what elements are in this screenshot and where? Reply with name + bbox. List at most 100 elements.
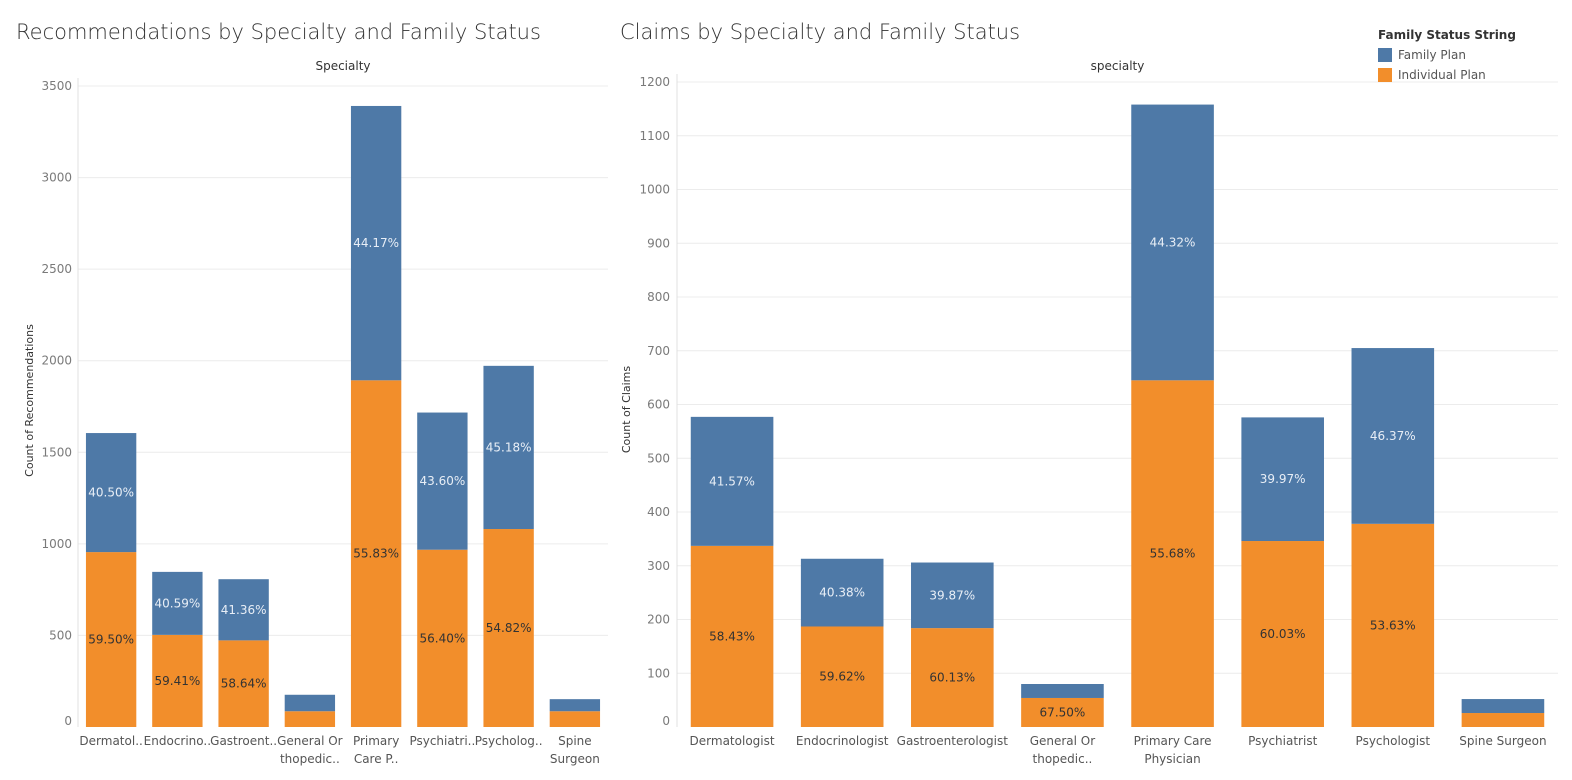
y-axis-title: Count of Claims: [620, 366, 633, 454]
data-label-individual: 58.64%: [221, 677, 267, 691]
x-category-label: Gastroent..: [210, 734, 277, 748]
bar-family-plan: [152, 571, 203, 635]
y-tick-label: 1100: [639, 129, 670, 143]
x-category-label: Primary: [353, 734, 399, 748]
data-label-family: 43.60%: [419, 474, 465, 488]
x-category-label: Dermatologist: [690, 734, 775, 748]
x-category-label: Physician: [1144, 752, 1200, 766]
y-tick-label: 3500: [41, 79, 72, 93]
column-header: Specialty: [315, 59, 370, 73]
x-category-label: Dermatol..: [79, 734, 142, 748]
data-label-family: 40.50%: [88, 486, 134, 500]
bar-individual-plan: [549, 711, 601, 727]
bar-individual-plan: [350, 380, 402, 727]
data-label-family: 39.97%: [1260, 472, 1306, 486]
x-category-label: Endocrino..: [144, 734, 211, 748]
x-category-label: Care P..: [354, 752, 399, 766]
data-label-individual: 60.03%: [1260, 627, 1306, 641]
y-tick-label: 1500: [41, 445, 72, 459]
bar-individual-plan: [1351, 523, 1435, 727]
data-label-individual: 59.62%: [819, 670, 865, 684]
x-category-label: General Or: [1030, 734, 1096, 748]
bar-family-plan: [218, 579, 269, 641]
bar-family-plan: [911, 562, 994, 629]
x-category-label: Psychologist: [1356, 734, 1431, 748]
bar-individual-plan: [1461, 713, 1545, 727]
y-tick-label: 300: [647, 559, 670, 573]
bar-family-plan: [483, 365, 534, 530]
bar-family-plan: [1461, 699, 1545, 714]
bar-family-plan: [690, 416, 774, 546]
bar-individual-plan: [85, 552, 137, 727]
y-tick-label: 200: [647, 613, 670, 627]
legend-label-individual-plan: Individual Plan: [1398, 68, 1486, 82]
x-category-label: Psycholog..: [475, 734, 543, 748]
y-tick-label: 500: [49, 628, 72, 642]
bar-individual-plan: [218, 640, 269, 727]
bar-family-plan: [350, 105, 402, 381]
x-category-label: Psychiatri..: [409, 734, 475, 748]
data-label-individual: 55.68%: [1150, 547, 1196, 561]
claims-chart-title: Claims by Specialty and Family Status: [620, 20, 1021, 44]
y-tick-label: 600: [647, 398, 670, 412]
y-tick-label: 400: [647, 505, 670, 519]
data-label-family: 45.18%: [486, 440, 532, 454]
x-category-label: Spine Surgeon: [1459, 734, 1546, 748]
x-category-label: Psychiatrist: [1248, 734, 1317, 748]
data-label-individual: 58.43%: [709, 629, 755, 643]
y-tick-label: 1200: [639, 75, 670, 89]
legend: Family Status String Family Plan Individ…: [1378, 28, 1516, 85]
bar-family-plan: [1021, 684, 1104, 698]
column-header: specialty: [1091, 59, 1145, 73]
bar-individual-plan: [1021, 697, 1104, 727]
bar-family-plan: [417, 412, 468, 550]
x-category-label: General Or: [277, 734, 343, 748]
y-tick-label: 0: [662, 714, 670, 728]
data-label-individual: 55.83%: [353, 547, 399, 561]
data-label-family: 41.36%: [221, 603, 267, 617]
data-label-individual: 59.41%: [154, 674, 200, 688]
data-label-individual: 59.50%: [88, 633, 134, 647]
bar-individual-plan: [284, 711, 336, 727]
legend-swatch-family: [1378, 48, 1392, 62]
bar-individual-plan: [1131, 380, 1214, 727]
y-tick-label: 900: [647, 236, 670, 250]
bar-family-plan: [1241, 417, 1324, 542]
y-tick-label: 1000: [41, 537, 72, 551]
bar-individual-plan: [690, 545, 774, 727]
legend-item-family-plan[interactable]: Family Plan: [1378, 45, 1516, 65]
data-label-family: 40.38%: [819, 586, 865, 600]
y-tick-label: 2000: [41, 354, 72, 368]
y-tick-label: 500: [647, 451, 670, 465]
y-axis-title: Count of Recommendations: [23, 324, 36, 477]
legend-label-family-plan: Family Plan: [1398, 48, 1466, 62]
data-label-individual: 53.63%: [1370, 618, 1416, 632]
data-label-family: 44.32%: [1150, 235, 1196, 249]
data-label-family: 46.37%: [1370, 429, 1416, 443]
y-tick-label: 0: [64, 714, 72, 728]
legend-swatch-individual: [1378, 68, 1392, 82]
bar-individual-plan: [152, 634, 203, 727]
bar-family-plan: [800, 558, 884, 627]
x-category-label: thopedic..: [280, 752, 340, 766]
y-tick-label: 100: [647, 666, 670, 680]
bar-individual-plan: [417, 549, 468, 727]
y-tick-label: 2500: [41, 262, 72, 276]
data-label-family: 41.57%: [709, 474, 755, 488]
x-category-label: Primary Care: [1134, 734, 1212, 748]
data-label-individual: 54.82%: [486, 621, 532, 635]
bar-family-plan: [549, 699, 601, 712]
x-category-label: Gastroenterologist: [897, 734, 1009, 748]
x-category-label: Endocrinologist: [796, 734, 889, 748]
legend-item-individual-plan[interactable]: Individual Plan: [1378, 65, 1516, 85]
recommendations-chart-title: Recommendations by Specialty and Family …: [16, 20, 541, 44]
y-tick-label: 3000: [41, 171, 72, 185]
y-tick-label: 1000: [639, 183, 670, 197]
x-category-label: Surgeon: [550, 752, 600, 766]
bar-family-plan: [1131, 104, 1214, 381]
data-label-individual: 56.40%: [419, 631, 465, 645]
x-category-label: Spine: [558, 734, 592, 748]
bar-individual-plan: [1241, 541, 1324, 727]
